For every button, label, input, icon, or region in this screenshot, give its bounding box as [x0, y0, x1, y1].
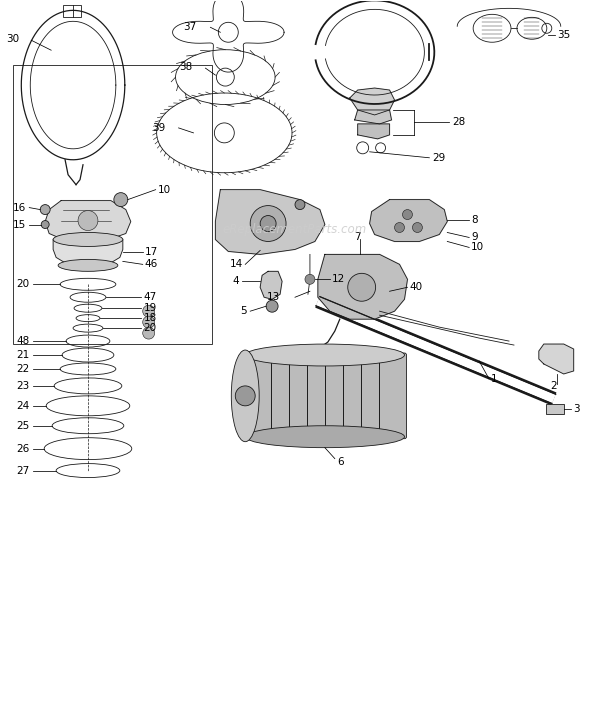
Ellipse shape	[245, 344, 405, 366]
Circle shape	[250, 206, 286, 242]
Polygon shape	[215, 190, 325, 255]
Circle shape	[395, 223, 405, 232]
Text: 17: 17	[145, 247, 158, 257]
Circle shape	[143, 316, 155, 328]
Polygon shape	[539, 344, 573, 374]
Text: 20: 20	[144, 323, 157, 333]
Bar	[63, 5, 81, 17]
Text: 37: 37	[183, 22, 196, 32]
Circle shape	[402, 209, 412, 219]
Text: 21: 21	[16, 350, 30, 360]
Text: 3: 3	[573, 404, 579, 414]
Ellipse shape	[58, 260, 118, 271]
Text: 46: 46	[145, 260, 158, 270]
Text: eReplacementParts.com: eReplacementParts.com	[223, 223, 367, 236]
Text: 30: 30	[6, 35, 19, 45]
Text: 47: 47	[144, 292, 157, 302]
Text: 10: 10	[158, 185, 171, 195]
Text: 27: 27	[16, 466, 30, 475]
Circle shape	[78, 211, 98, 231]
Text: 4: 4	[232, 276, 240, 286]
Circle shape	[235, 386, 255, 406]
Text: 14: 14	[230, 260, 243, 270]
Circle shape	[143, 327, 155, 339]
Text: 39: 39	[152, 123, 166, 133]
Text: 7: 7	[355, 232, 361, 242]
Circle shape	[41, 221, 49, 229]
Text: 40: 40	[409, 283, 422, 293]
Circle shape	[412, 223, 422, 232]
Polygon shape	[358, 124, 389, 139]
Ellipse shape	[231, 350, 259, 441]
Polygon shape	[316, 297, 556, 403]
Text: 5: 5	[241, 306, 247, 316]
Text: 35: 35	[557, 30, 570, 40]
Polygon shape	[355, 110, 392, 124]
Text: 15: 15	[13, 219, 27, 229]
Text: 26: 26	[16, 444, 30, 454]
Text: 8: 8	[471, 214, 478, 224]
Text: 10: 10	[471, 242, 484, 252]
Circle shape	[295, 200, 305, 209]
Circle shape	[348, 273, 376, 301]
Text: 25: 25	[16, 421, 30, 431]
Text: 18: 18	[144, 313, 157, 323]
Text: 13: 13	[267, 292, 280, 302]
Polygon shape	[370, 200, 447, 242]
Polygon shape	[260, 271, 282, 299]
Text: 38: 38	[179, 62, 192, 72]
Circle shape	[40, 205, 50, 214]
FancyBboxPatch shape	[243, 353, 407, 439]
Text: 24: 24	[16, 400, 30, 411]
Text: 1: 1	[491, 374, 498, 384]
Ellipse shape	[245, 426, 405, 448]
Circle shape	[143, 305, 155, 317]
Text: 28: 28	[453, 117, 466, 127]
Text: 9: 9	[471, 232, 478, 242]
Polygon shape	[45, 201, 131, 239]
Text: 2: 2	[550, 381, 557, 391]
Circle shape	[266, 301, 278, 312]
Text: 48: 48	[16, 336, 30, 346]
Text: 23: 23	[16, 381, 30, 391]
Polygon shape	[53, 239, 123, 265]
Text: 12: 12	[332, 275, 345, 284]
Ellipse shape	[53, 232, 123, 247]
Polygon shape	[318, 255, 408, 319]
Text: 16: 16	[13, 203, 27, 213]
Text: 22: 22	[16, 364, 30, 374]
Text: 29: 29	[432, 152, 445, 162]
Text: 19: 19	[144, 303, 157, 313]
Polygon shape	[350, 88, 395, 115]
Bar	[546, 404, 563, 414]
Circle shape	[260, 216, 276, 232]
Circle shape	[305, 275, 315, 284]
Text: 6: 6	[337, 457, 343, 467]
Circle shape	[114, 193, 128, 206]
Text: 20: 20	[16, 279, 30, 289]
